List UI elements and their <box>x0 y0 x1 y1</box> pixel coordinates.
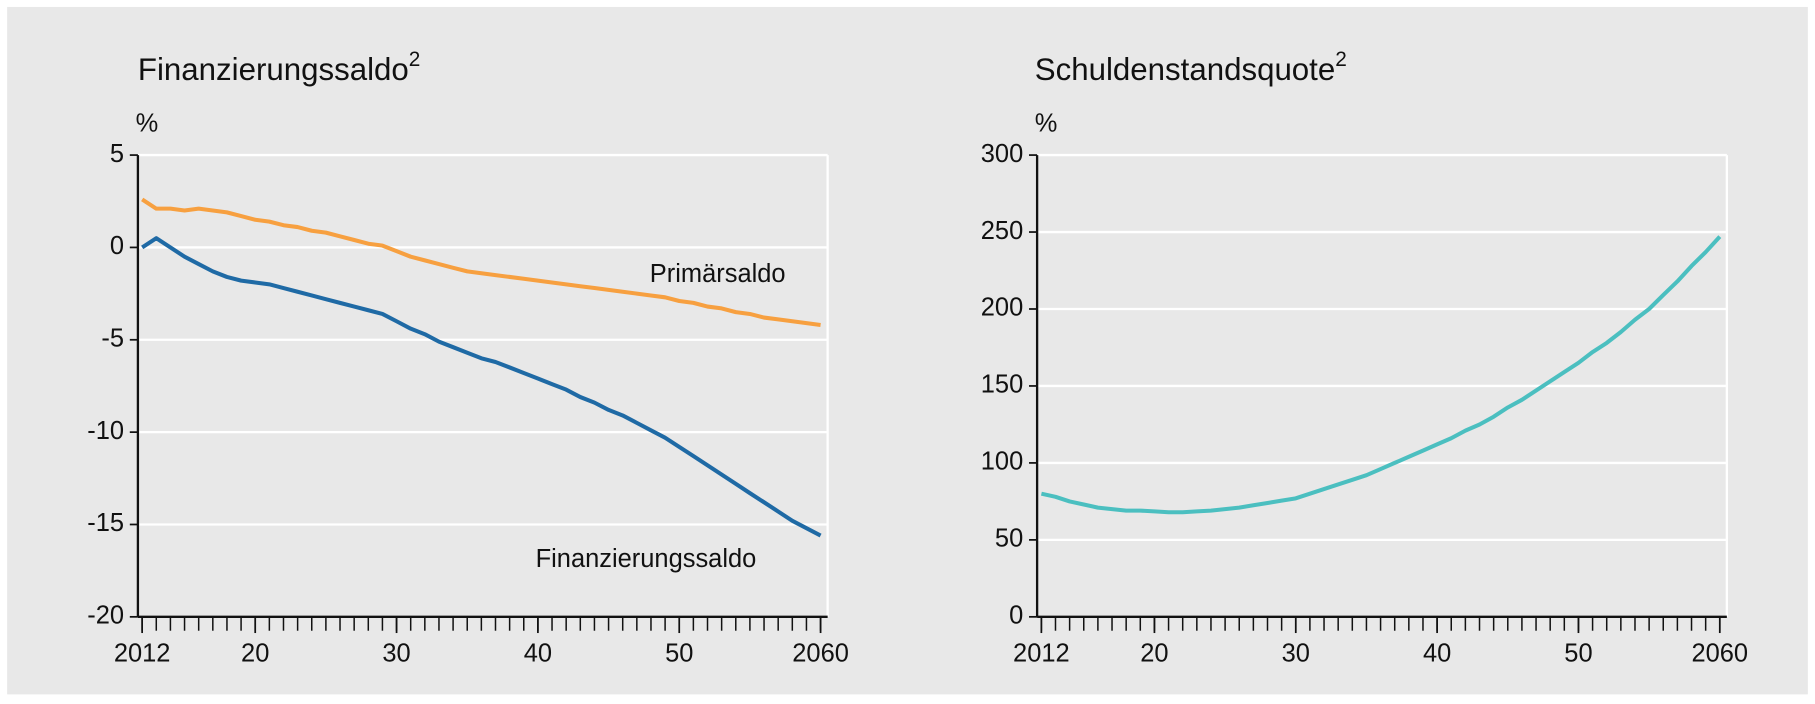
x-tick-label: 20 <box>241 640 269 668</box>
x-tick-label: 2060 <box>792 640 849 668</box>
series-line <box>141 236 822 538</box>
y-tick-label: 150 <box>981 371 1023 399</box>
chart-title: Schuldenstandsquote2 <box>1035 48 1347 87</box>
background <box>7 6 1808 695</box>
x-tick-label: 30 <box>1282 640 1310 668</box>
y-tick-label: 300 <box>981 140 1023 168</box>
y-tick-label: 250 <box>981 217 1023 245</box>
x-tick-label: 50 <box>1564 640 1592 668</box>
chart-title: Finanzierungssaldo2 <box>138 48 420 87</box>
x-tick-label: 50 <box>665 640 693 668</box>
y-tick-label: -20 <box>87 602 124 630</box>
x-tick-label: 40 <box>524 640 552 668</box>
series-label: Primärsaldo <box>650 260 786 288</box>
x-tick-label: 2012 <box>114 640 171 668</box>
y-tick-label: -15 <box>87 509 124 537</box>
y-axis-label: % <box>136 110 159 138</box>
x-tick-label: 2012 <box>1013 640 1070 668</box>
y-axis-label: % <box>1035 110 1058 138</box>
series-label: Finanzierungssaldo <box>536 545 757 573</box>
title-note: 2 <box>409 48 421 71</box>
x-tick-label: 30 <box>382 640 410 668</box>
y-tick-label: 0 <box>1009 602 1023 630</box>
y-tick-label: 200 <box>981 294 1023 322</box>
title-note: 2 <box>1335 48 1347 71</box>
y-tick-label: 50 <box>995 525 1023 553</box>
y-tick-label: 100 <box>981 448 1023 476</box>
title-text: Schuldenstandsquote <box>1035 52 1335 87</box>
series-line <box>1040 235 1722 515</box>
x-tick-label: 40 <box>1423 640 1451 668</box>
y-tick-label: 0 <box>110 232 124 260</box>
y-tick-label: 5 <box>110 140 124 168</box>
y-tick-label: -5 <box>101 324 124 352</box>
title-text: Finanzierungssaldo <box>138 52 409 87</box>
x-tick-label: 20 <box>1140 640 1168 668</box>
x-tick-label: 2060 <box>1691 640 1748 668</box>
series-line <box>141 197 821 327</box>
y-tick-label: -10 <box>87 417 124 445</box>
